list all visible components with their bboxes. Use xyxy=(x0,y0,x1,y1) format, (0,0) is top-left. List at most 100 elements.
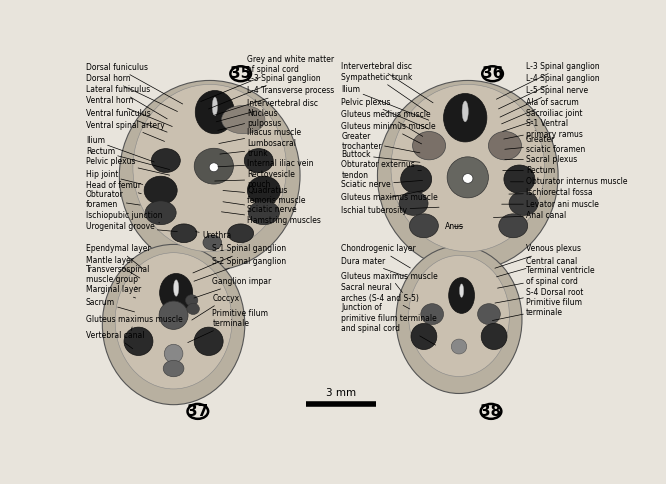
Text: Quadratus
femoris muscle: Quadratus femoris muscle xyxy=(223,185,306,205)
Text: S-1 Ventral
primary ramus: S-1 Ventral primary ramus xyxy=(503,119,583,139)
Ellipse shape xyxy=(103,244,245,405)
Text: Terminal ventricle
of spinal cord: Terminal ventricle of spinal cord xyxy=(498,266,595,288)
Ellipse shape xyxy=(411,323,437,349)
Text: Obturator internus muscle: Obturator internus muscle xyxy=(510,177,627,186)
Ellipse shape xyxy=(460,284,464,297)
Text: Rectovesicle
pouch: Rectovesicle pouch xyxy=(214,169,295,189)
Text: Gluteus minimus muscle: Gluteus minimus muscle xyxy=(341,122,436,144)
Text: Marginal layer: Marginal layer xyxy=(86,286,141,298)
Ellipse shape xyxy=(447,157,488,198)
Text: Mantle layer: Mantle layer xyxy=(86,256,140,278)
Ellipse shape xyxy=(409,256,509,377)
Text: Anus: Anus xyxy=(444,222,464,231)
Text: Gluteus maximus muscle: Gluteus maximus muscle xyxy=(341,191,438,202)
Ellipse shape xyxy=(160,273,192,312)
Ellipse shape xyxy=(163,360,184,377)
Text: L-5 Spinal nerve: L-5 Spinal nerve xyxy=(500,86,588,117)
Text: S-2 Spinal ganglion: S-2 Spinal ganglion xyxy=(194,257,286,281)
Ellipse shape xyxy=(187,303,199,315)
Ellipse shape xyxy=(412,132,446,160)
Text: Nucleus
pulposus: Nucleus pulposus xyxy=(218,109,282,130)
Ellipse shape xyxy=(228,224,254,242)
Text: 35: 35 xyxy=(230,66,251,81)
Text: Ventral spinal artery: Ventral spinal artery xyxy=(86,121,165,141)
Text: Lumbosacral
trunk: Lumbosacral trunk xyxy=(220,138,296,158)
Text: Sacral plexus: Sacral plexus xyxy=(505,155,577,164)
Ellipse shape xyxy=(119,80,300,271)
Text: Gluteus maximus muscle: Gluteus maximus muscle xyxy=(341,272,438,292)
Text: Ilium: Ilium xyxy=(341,85,429,120)
Text: S-4 Dorsal root: S-4 Dorsal root xyxy=(495,287,583,303)
Text: Gluteus maximus muscle: Gluteus maximus muscle xyxy=(86,315,182,331)
Text: Greater
sciatic foramen: Greater sciatic foramen xyxy=(505,135,585,154)
Text: Dura mater: Dura mater xyxy=(341,257,406,277)
Text: 37: 37 xyxy=(187,404,208,419)
Text: L-3 Spinal ganglion: L-3 Spinal ganglion xyxy=(496,62,599,99)
Text: Hip joint: Hip joint xyxy=(86,170,143,184)
Ellipse shape xyxy=(488,132,521,160)
Text: Dorsal funiculus: Dorsal funiculus xyxy=(86,63,182,104)
Text: Junction of
primitive filum terminale
and spinal cord: Junction of primitive filum terminale an… xyxy=(341,303,437,345)
Ellipse shape xyxy=(174,280,178,296)
Text: Chondrogenic layer: Chondrogenic layer xyxy=(341,244,416,268)
Text: Pelvic plexus: Pelvic plexus xyxy=(86,157,170,175)
Text: L-4 Transverse process: L-4 Transverse process xyxy=(214,86,334,115)
Ellipse shape xyxy=(401,165,432,194)
Ellipse shape xyxy=(462,101,468,122)
Ellipse shape xyxy=(247,176,280,205)
Text: Intervertebral disc: Intervertebral disc xyxy=(216,99,318,122)
Ellipse shape xyxy=(396,246,522,393)
Text: Sacroiliac joint: Sacroiliac joint xyxy=(503,109,583,132)
Text: Ilium: Ilium xyxy=(86,136,155,162)
Text: Vertebral canal: Vertebral canal xyxy=(86,331,145,348)
Text: Ischial tuberosity: Ischial tuberosity xyxy=(341,206,439,214)
Ellipse shape xyxy=(482,323,507,349)
Ellipse shape xyxy=(410,214,438,238)
Ellipse shape xyxy=(171,224,197,242)
Text: 3 mm: 3 mm xyxy=(326,388,356,398)
Text: Sacral neural
arches (S-4 and S-5): Sacral neural arches (S-4 and S-5) xyxy=(341,283,419,309)
Ellipse shape xyxy=(449,278,474,313)
Text: Sciatic nerve: Sciatic nerve xyxy=(223,202,297,213)
Ellipse shape xyxy=(391,84,545,252)
Ellipse shape xyxy=(478,303,500,325)
Text: Lateral funiculus: Lateral funiculus xyxy=(86,85,167,119)
Text: Central canal: Central canal xyxy=(496,257,577,277)
Ellipse shape xyxy=(144,176,177,205)
Text: Internal iliac vein: Internal iliac vein xyxy=(218,159,314,167)
Text: Primitive filum
terminale: Primitive filum terminale xyxy=(188,308,268,343)
Text: Urethra: Urethra xyxy=(196,231,231,240)
Ellipse shape xyxy=(244,149,273,172)
Text: Urogenital groove: Urogenital groove xyxy=(86,222,177,232)
Ellipse shape xyxy=(399,192,428,215)
Text: Anal canal: Anal canal xyxy=(494,211,566,220)
Text: Rectum: Rectum xyxy=(86,147,170,169)
Text: Sciatic nerve: Sciatic nerve xyxy=(341,181,422,189)
Text: L-4 Spinal ganglion: L-4 Spinal ganglion xyxy=(498,74,599,109)
Text: Sympathetic trunk: Sympathetic trunk xyxy=(341,73,428,112)
Ellipse shape xyxy=(194,327,223,355)
Text: Ventral horn: Ventral horn xyxy=(86,96,172,126)
Ellipse shape xyxy=(504,165,535,194)
Text: Dorsal horn: Dorsal horn xyxy=(86,74,177,111)
Text: Venous plexus: Venous plexus xyxy=(495,244,581,268)
Text: Intervertebral disc: Intervertebral disc xyxy=(341,62,433,103)
Ellipse shape xyxy=(133,84,286,252)
Text: Hamstring muscles: Hamstring muscles xyxy=(221,212,321,225)
Text: Ala of sacrum: Ala of sacrum xyxy=(501,98,579,124)
Ellipse shape xyxy=(463,174,473,183)
Text: Ependymal layer: Ependymal layer xyxy=(86,244,151,269)
Ellipse shape xyxy=(124,327,153,355)
Ellipse shape xyxy=(509,192,538,215)
Text: Ischiopubic junction: Ischiopubic junction xyxy=(86,211,163,223)
Ellipse shape xyxy=(499,214,527,238)
Text: Coccyx: Coccyx xyxy=(192,294,239,320)
Text: Rectum: Rectum xyxy=(503,166,555,175)
Ellipse shape xyxy=(165,344,183,363)
Text: Ventral funiculus: Ventral funiculus xyxy=(86,109,167,132)
Ellipse shape xyxy=(203,235,222,250)
Text: Obturator externus
tendon: Obturator externus tendon xyxy=(341,160,422,180)
Text: Buttock: Buttock xyxy=(341,151,420,162)
Text: Levator ani muscle: Levator ani muscle xyxy=(501,200,599,209)
Ellipse shape xyxy=(222,106,265,134)
